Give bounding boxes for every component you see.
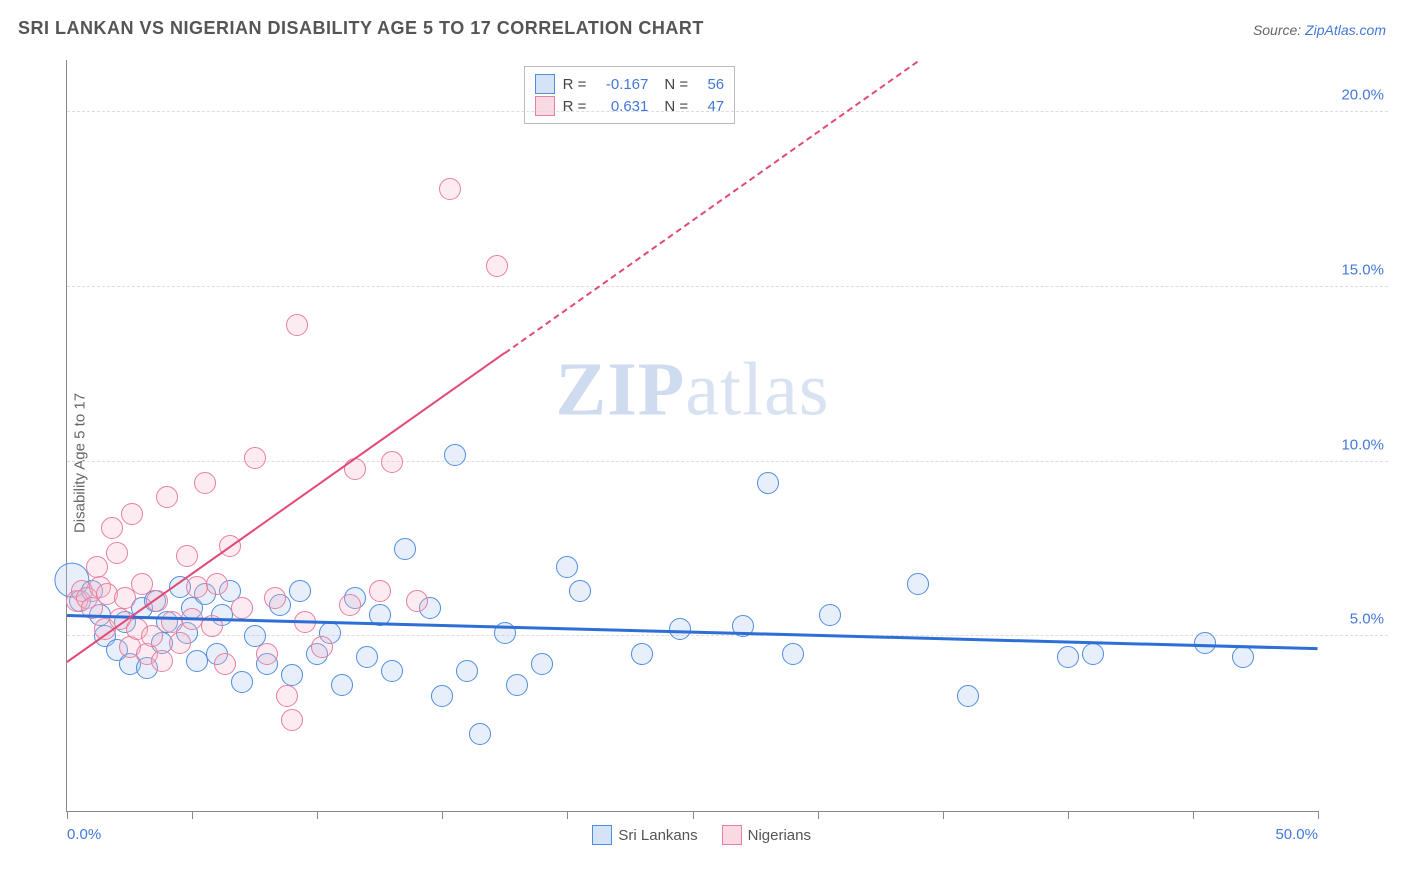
- stats-swatch: [535, 74, 555, 94]
- x-tick-label: 0.0%: [67, 826, 101, 843]
- legend-label: Sri Lankans: [618, 827, 697, 844]
- watermark-bold: ZIP: [556, 348, 686, 432]
- scatter-point: [782, 643, 804, 665]
- scatter-point: [469, 723, 491, 745]
- x-tick: [1068, 811, 1069, 819]
- x-tick: [67, 811, 68, 819]
- scatter-point: [531, 653, 553, 675]
- scatter-point: [286, 314, 308, 336]
- scatter-point: [176, 545, 198, 567]
- scatter-point: [331, 674, 353, 696]
- x-tick: [192, 811, 193, 819]
- x-tick: [1193, 811, 1194, 819]
- scatter-point: [631, 643, 653, 665]
- scatter-point: [151, 650, 173, 672]
- stats-r-label: R =: [563, 76, 587, 93]
- scatter-point: [264, 587, 286, 609]
- scatter-point: [106, 542, 128, 564]
- scatter-point: [486, 255, 508, 277]
- y-tick-label: 20.0%: [1341, 87, 1384, 104]
- scatter-point: [556, 556, 578, 578]
- legend-item: Sri Lankans: [592, 825, 697, 845]
- stats-swatch: [535, 96, 555, 116]
- scatter-point: [381, 451, 403, 473]
- stats-row: R = -0.167 N = 56: [535, 73, 725, 95]
- stats-row: R =0.631N =47: [535, 95, 725, 117]
- scatter-point: [256, 643, 278, 665]
- scatter-point: [819, 604, 841, 626]
- scatter-point: [394, 538, 416, 560]
- x-tick: [818, 811, 819, 819]
- scatter-point: [186, 576, 208, 598]
- scatter-point: [231, 671, 253, 693]
- source-label: Source: ZipAtlas.com: [1253, 22, 1386, 38]
- y-tick-label: 5.0%: [1350, 611, 1384, 628]
- x-tick: [567, 811, 568, 819]
- x-tick: [317, 811, 318, 819]
- gridline-h: [67, 111, 1388, 112]
- scatter-point: [431, 685, 453, 707]
- scatter-point: [141, 625, 163, 647]
- scatter-point: [406, 590, 428, 612]
- scatter-point: [456, 660, 478, 682]
- source-link[interactable]: ZipAtlas.com: [1305, 22, 1386, 38]
- scatter-point: [444, 444, 466, 466]
- scatter-point: [281, 664, 303, 686]
- scatter-point: [569, 580, 591, 602]
- scatter-point: [957, 685, 979, 707]
- gridline-h: [67, 286, 1388, 287]
- scatter-point: [311, 636, 333, 658]
- scatter-point: [214, 653, 236, 675]
- watermark-light: atlas: [685, 348, 829, 432]
- scatter-point: [276, 685, 298, 707]
- scatter-point: [194, 472, 216, 494]
- stats-r-value: -0.167: [594, 76, 648, 93]
- x-tick: [442, 811, 443, 819]
- scatter-point: [281, 709, 303, 731]
- y-tick-label: 15.0%: [1341, 262, 1384, 279]
- x-tick: [1318, 811, 1319, 819]
- legend-swatch: [592, 825, 612, 845]
- scatter-point: [339, 594, 361, 616]
- scatter-point: [121, 503, 143, 525]
- y-tick-label: 10.0%: [1341, 436, 1384, 453]
- scatter-point: [381, 660, 403, 682]
- scatter-point: [156, 486, 178, 508]
- chart-title: SRI LANKAN VS NIGERIAN DISABILITY AGE 5 …: [18, 18, 704, 39]
- legend-swatch: [722, 825, 742, 845]
- scatter-point: [186, 650, 208, 672]
- scatter-point: [757, 472, 779, 494]
- plot-area: ZIPatlas R =-0.167N =56R =0.631N =47 Sri…: [66, 60, 1318, 812]
- scatter-point: [907, 573, 929, 595]
- scatter-point: [344, 458, 366, 480]
- x-tick: [693, 811, 694, 819]
- scatter-point: [161, 611, 183, 633]
- scatter-point: [244, 447, 266, 469]
- scatter-point: [289, 580, 311, 602]
- scatter-point: [369, 580, 391, 602]
- stats-n-value: 56: [696, 76, 724, 93]
- watermark: ZIPatlas: [556, 347, 830, 434]
- scatter-point: [1082, 643, 1104, 665]
- x-tick-label: 50.0%: [1275, 826, 1318, 843]
- scatter-point: [1232, 646, 1254, 668]
- legend-label: Nigerians: [748, 827, 811, 844]
- scatter-point: [231, 597, 253, 619]
- source-prefix: Source:: [1253, 22, 1305, 38]
- scatter-point: [506, 674, 528, 696]
- x-tick: [943, 811, 944, 819]
- scatter-point: [101, 517, 123, 539]
- chart-container: Disability Age 5 to 17 ZIPatlas R =-0.16…: [18, 54, 1388, 872]
- scatter-point: [1057, 646, 1079, 668]
- scatter-point: [206, 573, 228, 595]
- scatter-point: [169, 632, 191, 654]
- scatter-point: [356, 646, 378, 668]
- stats-box: R = -0.167 N = 56 R =0.631N =47: [524, 66, 736, 124]
- scatter-point: [86, 556, 108, 578]
- legend-item: Nigerians: [722, 825, 811, 845]
- stats-n-label: N =: [664, 76, 688, 93]
- chart-legend: Sri Lankans Nigerians: [592, 825, 811, 845]
- scatter-point: [439, 178, 461, 200]
